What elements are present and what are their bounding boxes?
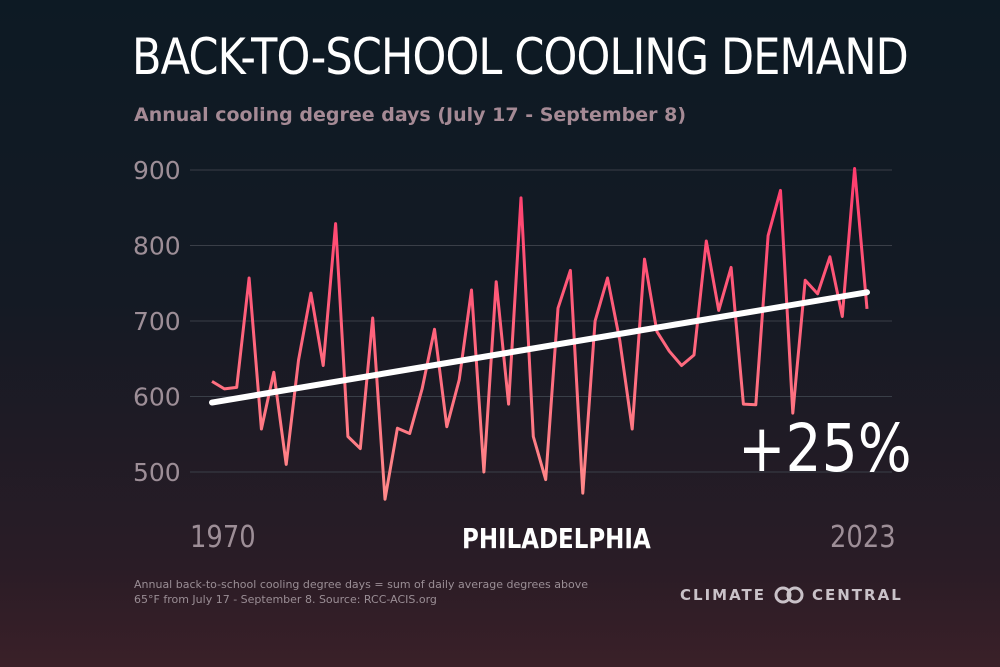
- y-axis-ticks: 900 800 700 600 500: [133, 156, 181, 487]
- footnote-line-2: 65°F from July 17 - September 8. Source:…: [134, 593, 437, 606]
- series-layer: [211, 167, 869, 501]
- trend-line: [209, 289, 870, 406]
- brand-text-left: CLIMATE: [680, 586, 766, 604]
- y-tick-label-600: 600: [133, 383, 181, 412]
- end-year-label: 2023: [830, 520, 896, 555]
- series-line-philadelphia: [211, 167, 869, 501]
- brand-logo: CLIMATE CENTRAL: [680, 585, 903, 605]
- y-tick-label-500: 500: [133, 458, 181, 487]
- footnote: Annual back-to-school cooling degree day…: [134, 577, 634, 607]
- brand-text-right: CENTRAL: [812, 586, 903, 604]
- grid-lines: [190, 169, 892, 473]
- chart-subtitle: Annual cooling degree days (July 17 - Se…: [134, 104, 687, 126]
- y-tick-label-800: 800: [133, 232, 181, 261]
- chart-title: BACK-TO-SCHOOL COOLING DEMAND: [132, 28, 909, 86]
- footnote-line-1: Annual back-to-school cooling degree day…: [134, 578, 589, 591]
- city-label: PHILADELPHIA: [462, 522, 651, 555]
- start-year-label: 1970: [190, 520, 256, 555]
- y-tick-label-900: 900: [133, 156, 181, 185]
- percent-change-label: +25%: [738, 410, 912, 487]
- y-tick-label-700: 700: [133, 307, 181, 336]
- trend-layer: [209, 289, 870, 406]
- climate-central-rings-icon: [774, 586, 804, 604]
